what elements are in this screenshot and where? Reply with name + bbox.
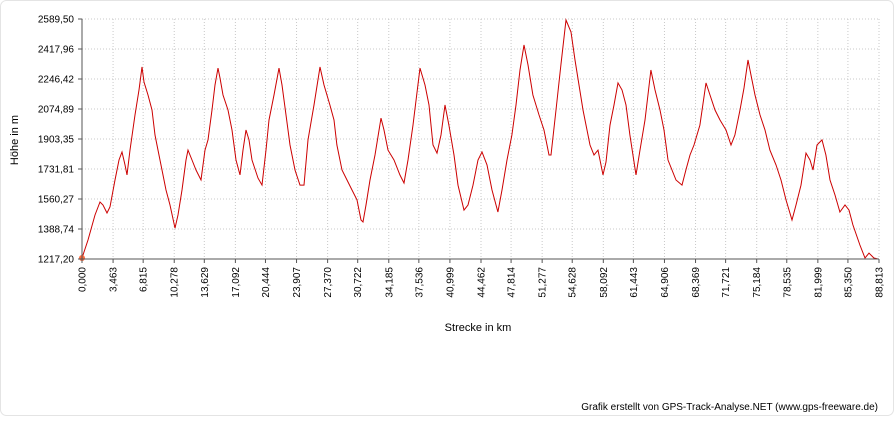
x-tick-label: 81,999 bbox=[813, 267, 824, 298]
y-tick-label: 1388,74 bbox=[38, 224, 75, 235]
elevation-line bbox=[81, 18, 879, 260]
y-tick-label: 2417,96 bbox=[38, 45, 75, 56]
grid bbox=[81, 18, 880, 260]
x-tick-label: 85,350 bbox=[843, 267, 854, 298]
credit: Grafik erstellt von GPS-Track-Analyse.NE… bbox=[581, 402, 878, 413]
y-tick-label: 2589,50 bbox=[38, 15, 75, 26]
ticks: 1217,20 1388,74 1560,27 1731,81 1903,35 2074,… bbox=[38, 15, 886, 298]
x-tick-label: 40,999 bbox=[445, 267, 456, 298]
x-tick-label: 68,369 bbox=[691, 267, 702, 298]
x-tick-label: 75,184 bbox=[752, 267, 763, 298]
x-tick-label: 37,536 bbox=[414, 267, 425, 298]
x-tick-label: 64,906 bbox=[660, 267, 671, 298]
x-tick-label: 44,462 bbox=[476, 267, 487, 298]
x-tick-label: 54,628 bbox=[568, 267, 579, 298]
x-tick-label: 47,814 bbox=[507, 267, 518, 298]
x-tick-label: 6,815 bbox=[139, 267, 150, 292]
x-tick-label: 13,629 bbox=[200, 267, 211, 298]
x-tick-label: 17,092 bbox=[231, 267, 242, 298]
x-tick-label: 51,277 bbox=[538, 267, 549, 298]
x-tick-label: 23,907 bbox=[292, 267, 303, 298]
x-tick-label: 10,278 bbox=[170, 267, 181, 298]
x-tick-label: 88,813 bbox=[875, 267, 886, 298]
x-tick-label: 0,000 bbox=[78, 267, 89, 292]
y-axis-label: Höhe in m bbox=[9, 115, 21, 165]
y-tick-label: 1560,27 bbox=[38, 195, 75, 206]
x-tick-label: 58,092 bbox=[599, 267, 610, 298]
x-axis-label: Strecke in km bbox=[445, 322, 512, 334]
x-tick-label: 71,721 bbox=[721, 267, 732, 298]
x-tick-label: 34,185 bbox=[384, 267, 395, 298]
x-tick-label: 61,443 bbox=[629, 267, 640, 298]
x-tick-label: 20,444 bbox=[261, 267, 272, 298]
y-tick-label: 2246,42 bbox=[38, 75, 75, 86]
y-tick-label: 2074,89 bbox=[38, 104, 75, 115]
x-tick-label: 30,722 bbox=[353, 267, 364, 298]
x-tick-label: 78,535 bbox=[782, 267, 793, 298]
x-tick-label: 3,463 bbox=[109, 267, 120, 292]
y-tick-label: 1731,81 bbox=[38, 165, 75, 176]
x-tick-label: 27,370 bbox=[323, 267, 334, 298]
y-tick-label: 1903,35 bbox=[38, 135, 75, 146]
y-tick-label: 1217,20 bbox=[38, 255, 75, 266]
